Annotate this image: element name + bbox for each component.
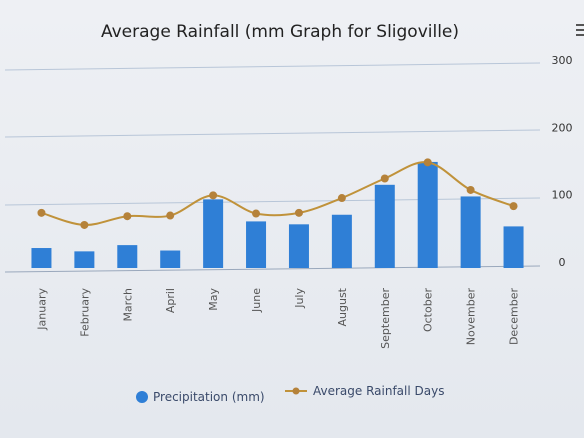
bar-precipitation	[160, 250, 181, 268]
grid-layer	[4, 62, 541, 273]
bar-precipitation	[460, 196, 481, 268]
bars-layer	[31, 161, 524, 268]
x-axis-line	[4, 265, 541, 273]
bar-precipitation	[503, 226, 524, 268]
right-axis-tick-label: 300	[552, 54, 573, 67]
point-rainfall-days	[37, 208, 46, 217]
x-tick-label: February	[78, 288, 91, 337]
right-axis-tick-label: 0	[559, 256, 566, 269]
x-tick-label: March	[121, 288, 134, 322]
bar-precipitation	[417, 161, 438, 268]
right-axis-tick-label: 100	[552, 189, 573, 202]
point-rainfall-days	[337, 194, 346, 203]
gridline	[4, 129, 541, 138]
point-rainfall-days	[380, 174, 389, 183]
right-axis-tick-label: 200	[552, 121, 573, 134]
point-rainfall-days	[509, 202, 518, 211]
point-rainfall-days	[123, 212, 132, 221]
legend-precipitation-label[interactable]: Precipitation (mm)	[153, 390, 265, 404]
bar-precipitation	[288, 224, 309, 268]
point-rainfall-days	[80, 220, 89, 229]
x-tick-label: August	[336, 287, 349, 326]
bar-precipitation	[203, 199, 224, 268]
legend-rain-days-marker	[292, 387, 300, 395]
point-rainfall-days	[423, 158, 432, 167]
bar-precipitation	[117, 245, 138, 268]
right-axis-labels: 0 100 200 300	[552, 54, 573, 269]
bar-precipitation	[74, 251, 95, 268]
x-tick-label: May	[207, 288, 220, 311]
x-tick-label: December	[508, 288, 521, 346]
bar-precipitation	[331, 214, 352, 268]
x-tick-label: September	[379, 288, 392, 349]
gridline	[4, 197, 541, 206]
bar-precipitation	[31, 248, 52, 268]
chart-title: Average Rainfall (mm Graph for Sligovill…	[101, 22, 459, 42]
point-rainfall-days	[209, 191, 218, 200]
legend-precipitation-marker	[136, 391, 148, 403]
point-rainfall-days	[466, 185, 475, 194]
x-tick-label: July	[293, 288, 306, 309]
point-rainfall-days	[252, 209, 261, 218]
x-tick-label: January	[35, 288, 48, 331]
x-tick-label: April	[164, 288, 177, 313]
point-rainfall-days	[166, 211, 175, 220]
legend[interactable]: Precipitation (mm) Average Rainfall Days	[136, 384, 444, 404]
line-layer	[37, 158, 518, 229]
x-axis-labels: January February March April May June July Augu…	[35, 287, 520, 348]
menu-icon[interactable]	[576, 24, 584, 38]
x-tick-label: November	[465, 288, 478, 346]
bar-precipitation	[374, 184, 395, 268]
x-tick-label: October	[422, 288, 435, 332]
legend-rain-days-label[interactable]: Average Rainfall Days	[313, 384, 444, 398]
point-rainfall-days	[294, 208, 303, 217]
x-tick-label: June	[250, 288, 263, 313]
bar-precipitation	[246, 221, 267, 268]
gridline	[4, 62, 541, 71]
line-rainfall-days	[41, 161, 514, 226]
